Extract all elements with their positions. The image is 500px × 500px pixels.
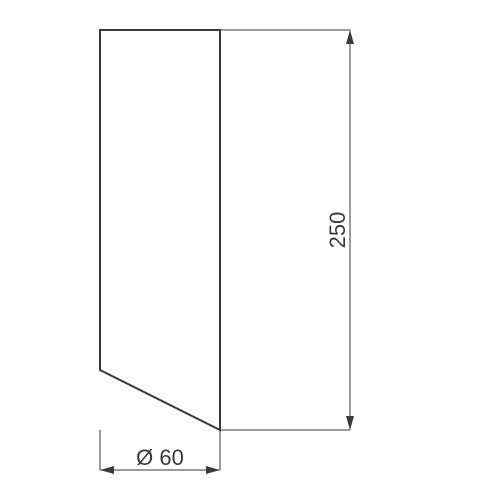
arrowhead-icon [346, 416, 354, 430]
dimension-label-width: Ø 60 [136, 445, 184, 470]
arrowhead-icon [346, 30, 354, 44]
dimension-label-height: 250 [325, 212, 350, 249]
arrowhead-icon [206, 466, 220, 474]
technical-drawing: 250 Ø 60 [0, 0, 500, 500]
arrowhead-icon [100, 466, 114, 474]
dimension-height: 250 [220, 30, 354, 430]
dimension-width: Ø 60 [100, 430, 220, 474]
part-outline [100, 30, 220, 430]
